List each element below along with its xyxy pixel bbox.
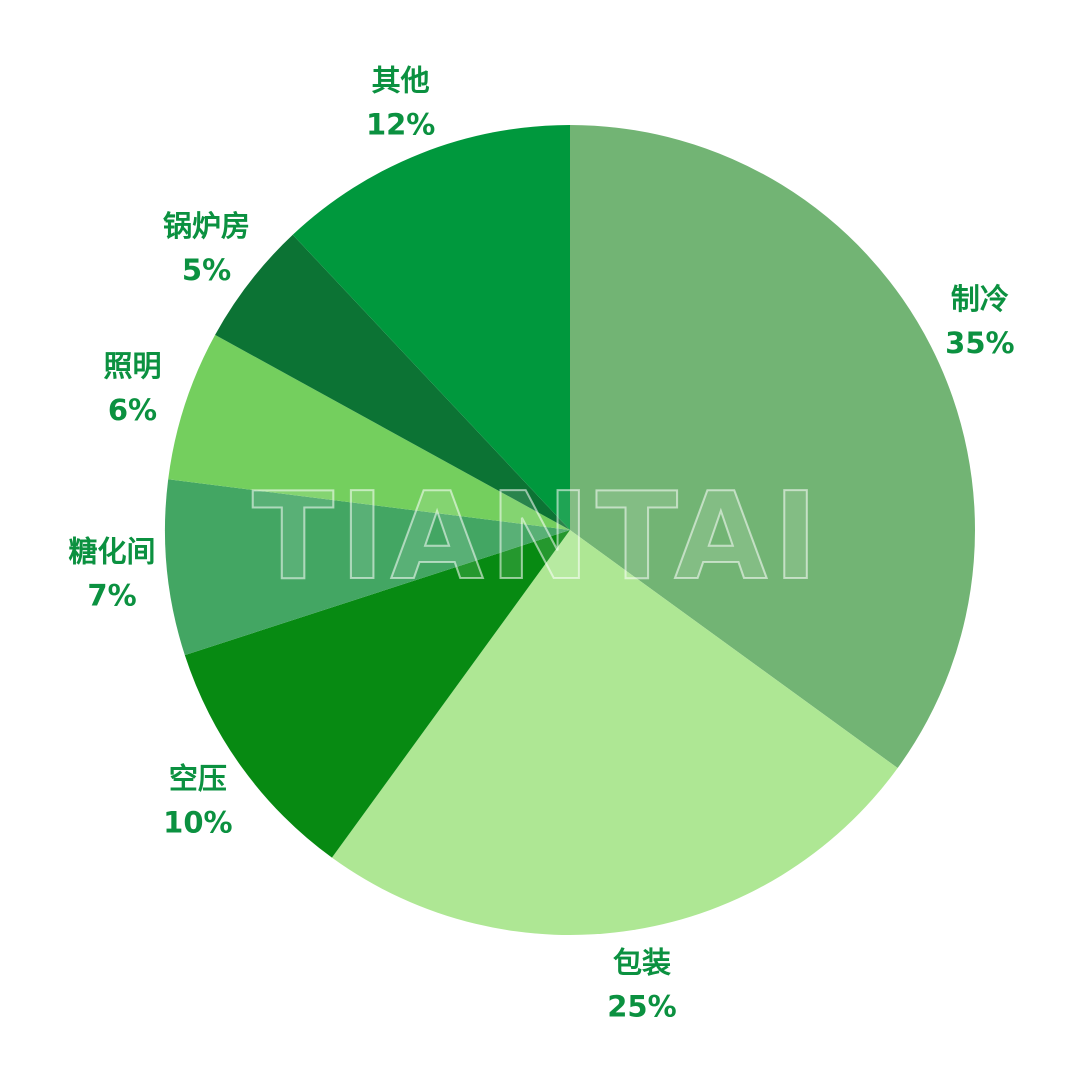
slice-percent-label: 6%: [108, 393, 157, 427]
slice-category-label: 包装: [613, 945, 671, 979]
slice-category-label: 照明: [104, 349, 162, 383]
slice-percent-label: 12%: [366, 107, 435, 141]
pie-slice-5: [168, 334, 570, 530]
slice-percent-label: 7%: [87, 578, 136, 612]
pie-slice-3: [184, 530, 570, 858]
slice-category-label: 糖化间: [69, 534, 156, 568]
slice-category-label: 锅炉房: [163, 209, 250, 243]
pie-slices: [165, 124, 975, 936]
slice-category-label: 制冷: [951, 282, 1009, 316]
slice-percent-label: 5%: [182, 253, 231, 287]
pie-slice-2: [331, 530, 898, 936]
watermark-logo: TIANTAI: [252, 468, 824, 607]
pie-slice-6: [215, 234, 570, 530]
pie-slice-4: [165, 479, 570, 656]
pie-slice-1: [570, 125, 975, 769]
slice-percent-label: 35%: [945, 326, 1014, 360]
slice-category-label: 其他: [372, 63, 430, 97]
pie-labels: 制冷 35% 包装 25% 空压 10% 糖化间 7% 照明 6% 锅炉房 5% 其他 12%: [69, 63, 1015, 1023]
slice-category-label: 空压: [169, 761, 227, 795]
slice-percent-label: 25%: [607, 989, 676, 1023]
slice-percent-label: 10%: [163, 805, 232, 839]
pie-slice-7: [292, 124, 570, 530]
